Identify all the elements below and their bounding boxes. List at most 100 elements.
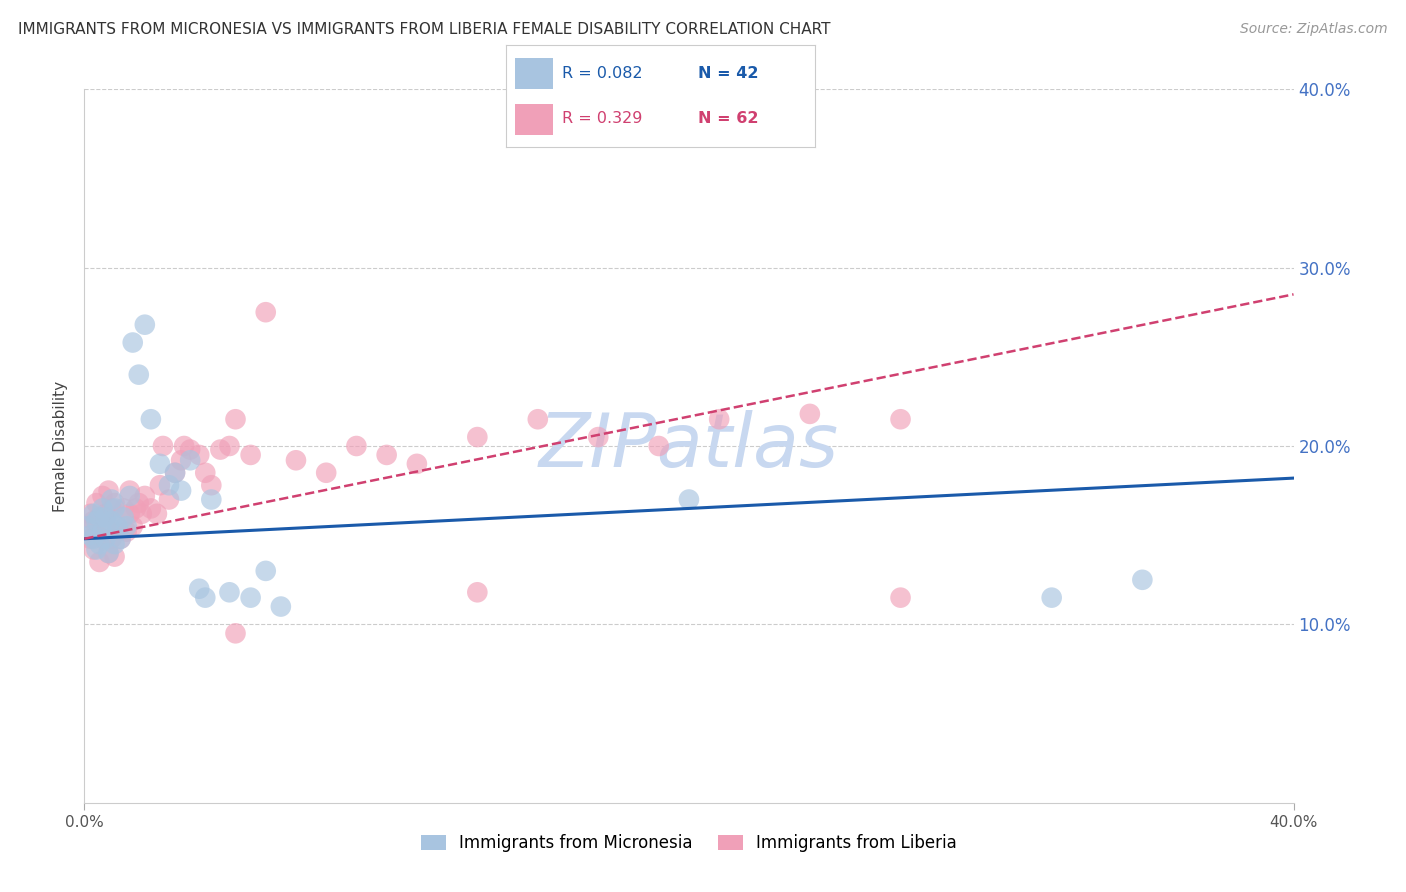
- Point: [86, 528, 108, 542]
- Point: [76, 519, 98, 533]
- Point: [100, 492, 122, 507]
- Point: [79, 528, 101, 542]
- FancyBboxPatch shape: [516, 58, 553, 88]
- Point: [200, 492, 222, 507]
- Point: [254, 564, 277, 578]
- Point: [890, 591, 912, 605]
- Point: [218, 439, 240, 453]
- Point: [149, 478, 172, 492]
- FancyBboxPatch shape: [516, 104, 553, 135]
- Point: [225, 412, 247, 426]
- Point: [86, 542, 108, 557]
- Point: [97, 546, 120, 560]
- Point: [89, 510, 111, 524]
- Point: [179, 442, 201, 457]
- Point: [82, 514, 104, 528]
- Point: [139, 412, 162, 426]
- Point: [104, 501, 127, 516]
- Point: [128, 368, 150, 382]
- Point: [115, 524, 138, 539]
- Point: [527, 412, 550, 426]
- Point: [285, 453, 308, 467]
- Point: [97, 519, 120, 533]
- Point: [209, 442, 232, 457]
- Point: [157, 478, 180, 492]
- Point: [76, 519, 98, 533]
- Point: [82, 532, 104, 546]
- Point: [588, 430, 610, 444]
- Point: [82, 507, 104, 521]
- Point: [104, 496, 127, 510]
- Point: [118, 483, 141, 498]
- Point: [194, 591, 217, 605]
- Point: [134, 318, 156, 332]
- Point: [139, 501, 162, 516]
- Point: [97, 546, 120, 560]
- Point: [134, 489, 156, 503]
- Point: [91, 524, 114, 539]
- Point: [121, 335, 143, 350]
- Point: [270, 599, 292, 614]
- Point: [188, 448, 211, 462]
- Point: [97, 483, 120, 498]
- Point: [115, 519, 138, 533]
- Point: [173, 439, 195, 453]
- Point: [890, 412, 912, 426]
- Point: [104, 537, 127, 551]
- Point: [152, 439, 174, 453]
- Point: [346, 439, 368, 453]
- Point: [94, 507, 117, 521]
- Point: [118, 489, 141, 503]
- Point: [89, 510, 111, 524]
- Point: [86, 514, 108, 528]
- Point: [467, 585, 489, 599]
- Point: [467, 430, 489, 444]
- Point: [200, 478, 222, 492]
- Point: [79, 507, 101, 521]
- Point: [188, 582, 211, 596]
- Point: [225, 626, 247, 640]
- Point: [315, 466, 337, 480]
- Point: [94, 510, 117, 524]
- Text: N = 42: N = 42: [697, 66, 758, 81]
- Point: [91, 532, 114, 546]
- Point: [1130, 573, 1153, 587]
- Point: [194, 466, 217, 480]
- Point: [170, 483, 193, 498]
- Point: [79, 532, 101, 546]
- Point: [375, 448, 398, 462]
- Point: [100, 514, 122, 528]
- Text: Source: ZipAtlas.com: Source: ZipAtlas.com: [1240, 22, 1388, 37]
- Point: [406, 457, 429, 471]
- Point: [118, 507, 141, 521]
- Text: R = 0.329: R = 0.329: [562, 111, 643, 126]
- Point: [110, 532, 132, 546]
- Point: [1040, 591, 1063, 605]
- Point: [239, 591, 262, 605]
- Point: [165, 466, 187, 480]
- Point: [239, 448, 262, 462]
- Point: [678, 492, 700, 507]
- Point: [146, 507, 169, 521]
- Point: [254, 305, 277, 319]
- Point: [131, 507, 153, 521]
- Point: [91, 489, 114, 503]
- Point: [89, 555, 111, 569]
- Point: [104, 549, 127, 564]
- Point: [94, 532, 117, 546]
- Point: [125, 501, 148, 516]
- Point: [179, 453, 201, 467]
- Point: [94, 519, 117, 533]
- Point: [157, 492, 180, 507]
- Point: [128, 496, 150, 510]
- Point: [112, 510, 135, 524]
- Text: ZIPatlas: ZIPatlas: [538, 410, 839, 482]
- Point: [86, 496, 108, 510]
- Point: [100, 501, 122, 516]
- Point: [110, 532, 132, 546]
- Point: [112, 501, 135, 516]
- Point: [709, 412, 731, 426]
- Point: [82, 542, 104, 557]
- Point: [165, 466, 187, 480]
- Point: [799, 407, 821, 421]
